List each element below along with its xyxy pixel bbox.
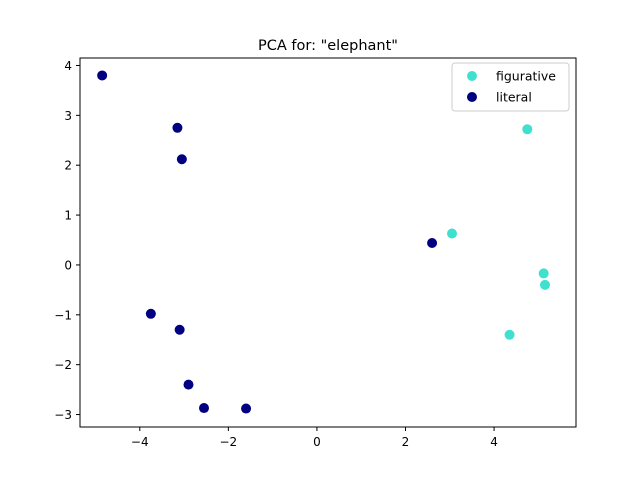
point-literal [241, 403, 252, 414]
y-tick-label: −3 [54, 408, 72, 422]
legend-label-literal: literal [496, 90, 532, 105]
point-literal [174, 324, 185, 335]
point-literal [199, 403, 209, 414]
y-tick-label: 2 [64, 159, 72, 173]
legend-box [451, 62, 570, 112]
point-figurative [504, 329, 515, 340]
legend-marker-figurative [467, 71, 477, 81]
y-tick-label: −2 [54, 358, 72, 372]
axes-frame [79, 57, 577, 428]
point-literal [145, 308, 156, 319]
y-axis: −3 −2 −1 0 1 2 3 4 [54, 59, 80, 422]
y-tick-label: −1 [54, 308, 72, 322]
y-tick-label: 4 [64, 59, 72, 73]
legend-label-figurative: figurative [496, 69, 556, 84]
x-tick-label: 2 [402, 435, 410, 449]
y-tick-label: 3 [64, 109, 72, 123]
x-axis: −4 −2 0 2 4 [131, 427, 498, 449]
point-literal [172, 122, 183, 133]
legend: figurative literal [451, 62, 570, 112]
x-tick-label: 0 [313, 435, 321, 449]
x-tick-label: −2 [220, 435, 238, 449]
x-tick-label: 4 [490, 435, 498, 449]
x-tick-label: −4 [131, 435, 149, 449]
y-tick-label: 0 [64, 258, 72, 272]
point-literal [427, 237, 438, 248]
point-figurative [447, 228, 457, 239]
legend-marker-literal [467, 92, 477, 102]
point-literal [183, 379, 194, 390]
point-literal [176, 154, 187, 165]
point-figurative [522, 124, 533, 135]
data-points [97, 70, 550, 414]
chart-title: PCA for: "elephant" [258, 38, 398, 54]
point-literal [97, 70, 108, 81]
point-figurative [538, 268, 549, 279]
point-figurative [540, 279, 550, 290]
y-tick-label: 1 [64, 209, 72, 223]
